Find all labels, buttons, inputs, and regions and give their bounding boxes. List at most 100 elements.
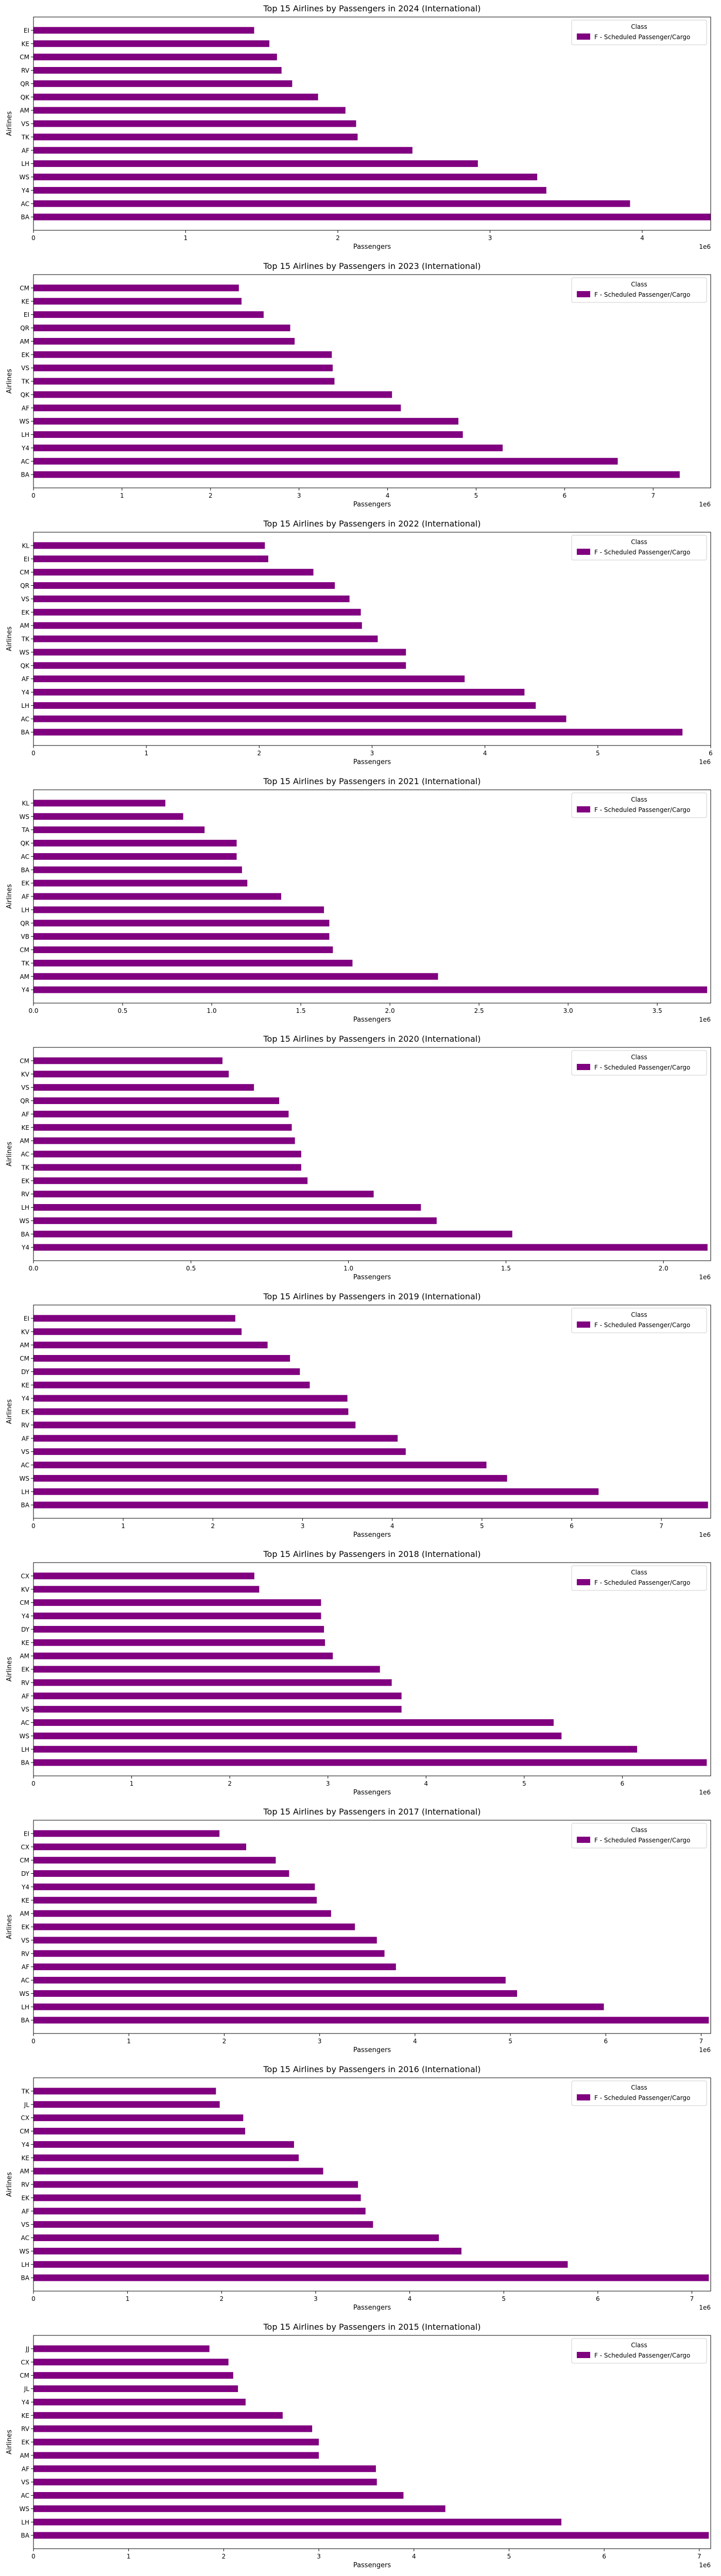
legend-swatch bbox=[577, 549, 590, 555]
y-tick-label: VS bbox=[21, 1084, 29, 1091]
y-tick-label: VS bbox=[21, 2221, 29, 2228]
y-tick-label: WS bbox=[20, 1475, 29, 1482]
legend-entry: F - Scheduled Passenger/Cargo bbox=[594, 33, 690, 41]
y-tick-label: BA bbox=[21, 729, 30, 736]
bar-rv bbox=[33, 1191, 374, 1198]
legend-entry: F - Scheduled Passenger/Cargo bbox=[594, 2352, 690, 2359]
bar-cx bbox=[33, 1843, 247, 1851]
bar-dy bbox=[33, 1368, 300, 1375]
y-tick-label: KE bbox=[22, 2155, 29, 2162]
y-tick-label: EK bbox=[22, 2194, 30, 2201]
bar-cx bbox=[33, 2114, 244, 2122]
x-tick-label: 3 bbox=[314, 2295, 318, 2302]
bar-ac bbox=[33, 1719, 554, 1726]
bar-ws bbox=[33, 174, 538, 180]
x-tick-label: 3 bbox=[317, 2553, 321, 2560]
y-tick-label: CX bbox=[21, 1572, 29, 1580]
bar-ba bbox=[33, 1230, 512, 1238]
bar-kl bbox=[33, 542, 265, 549]
bar-kl bbox=[33, 800, 166, 807]
y-tick-label: BA bbox=[21, 2275, 30, 2282]
bar-af bbox=[33, 1692, 402, 1700]
x-tick-label: 0.0 bbox=[28, 1007, 38, 1014]
plot-frame bbox=[33, 16, 711, 231]
x-tick-label: 2.0 bbox=[659, 1265, 668, 1272]
plot-frame bbox=[33, 789, 711, 1004]
x-tick-label: 5 bbox=[507, 2553, 511, 2560]
x-scale-label: 1e6 bbox=[699, 2046, 711, 2054]
y-tick-label: AC bbox=[21, 458, 29, 465]
x-scale-label: 1e6 bbox=[699, 501, 711, 508]
y-tick-label: QR bbox=[20, 80, 29, 88]
bar-ws bbox=[33, 813, 183, 820]
x-tick-label: 3.5 bbox=[653, 1007, 662, 1014]
bar-y4 bbox=[33, 1613, 321, 1619]
y-tick-label: AF bbox=[22, 1435, 29, 1442]
y-tick-label: CM bbox=[20, 2372, 29, 2379]
y-tick-label: EI bbox=[24, 1830, 29, 1837]
y-tick-label: TK bbox=[21, 133, 30, 141]
y-tick-label: LH bbox=[21, 160, 29, 167]
bar-rv bbox=[33, 2425, 313, 2432]
x-tick-label: 1 bbox=[120, 492, 124, 499]
y-tick-label: LH bbox=[21, 431, 29, 438]
y-tick-label: VS bbox=[21, 1706, 29, 1713]
bar-ba bbox=[33, 728, 683, 736]
y-tick-label: WS bbox=[20, 1733, 29, 1740]
bar-tk bbox=[33, 959, 353, 967]
x-tick-label: 7 bbox=[690, 2295, 694, 2302]
x-axis-label: Passengers bbox=[353, 1274, 391, 1281]
y-tick-label: TK bbox=[21, 636, 30, 643]
x-tick-label: 2 bbox=[209, 492, 213, 499]
x-tick-label: 4 bbox=[386, 492, 390, 499]
x-axis-label: Passengers bbox=[353, 1531, 391, 1539]
x-tick-label: 1.0 bbox=[344, 1265, 353, 1272]
legend-entry: F - Scheduled Passenger/Cargo bbox=[594, 1579, 690, 1586]
x-tick-label: 0 bbox=[31, 2295, 36, 2302]
y-tick-label: VS bbox=[21, 1937, 29, 1944]
bar-lh bbox=[33, 431, 463, 438]
chart-title: Top 15 Airlines by Passengers in 2017 (I… bbox=[263, 1807, 481, 1817]
x-tick-label: 4 bbox=[408, 2295, 412, 2302]
bar-rv bbox=[33, 67, 282, 74]
y-tick-label: CX bbox=[21, 2114, 29, 2122]
bar-jj bbox=[33, 2345, 210, 2352]
y-tick-label: AF bbox=[22, 2208, 29, 2215]
x-tick-label: 1.0 bbox=[207, 1007, 217, 1014]
bar-af bbox=[33, 1963, 396, 1971]
y-axis-label: Airlines bbox=[6, 1399, 13, 1424]
bar-ac bbox=[33, 715, 566, 722]
y-tick-label: EI bbox=[24, 27, 29, 34]
legend-entry: F - Scheduled Passenger/Cargo bbox=[594, 1837, 690, 1844]
x-tick-label: 1.5 bbox=[501, 1265, 511, 1272]
x-axis-label: Passengers bbox=[353, 2304, 391, 2312]
bar-lh bbox=[33, 1488, 599, 1495]
bar-ac bbox=[33, 1977, 506, 1984]
bar-cm bbox=[33, 1355, 290, 1362]
x-tick-label: 0 bbox=[31, 2553, 36, 2560]
y-tick-label: AF bbox=[22, 1692, 29, 1700]
bar-cm bbox=[33, 2128, 245, 2134]
y-axis-label: Airlines bbox=[6, 111, 13, 136]
bar-cm bbox=[33, 569, 314, 576]
bar-lh bbox=[33, 160, 478, 167]
x-tick-label: 2 bbox=[219, 2295, 224, 2302]
y-tick-label: CM bbox=[20, 284, 29, 292]
bar-ei bbox=[33, 555, 268, 563]
bar-am bbox=[33, 2167, 323, 2175]
y-tick-label: RV bbox=[21, 1679, 30, 1686]
x-tick-label: 6 bbox=[602, 2553, 606, 2560]
y-axis-label: Airlines bbox=[6, 2430, 13, 2454]
y-tick-label: CM bbox=[20, 1057, 29, 1064]
bar-qr bbox=[33, 1097, 280, 1104]
x-axis-label: Passengers bbox=[353, 501, 391, 509]
bar-cm bbox=[33, 1857, 276, 1864]
bar-ac bbox=[33, 2234, 439, 2241]
y-tick-label: AF bbox=[22, 675, 29, 683]
y-tick-label: CM bbox=[20, 1599, 29, 1606]
y-tick-label: RV bbox=[21, 1421, 30, 1429]
bar-ke bbox=[33, 1896, 317, 1904]
x-tick-label: 1 bbox=[127, 2553, 131, 2560]
bar-ek bbox=[33, 1923, 355, 1930]
y-tick-label: WS bbox=[20, 418, 29, 425]
